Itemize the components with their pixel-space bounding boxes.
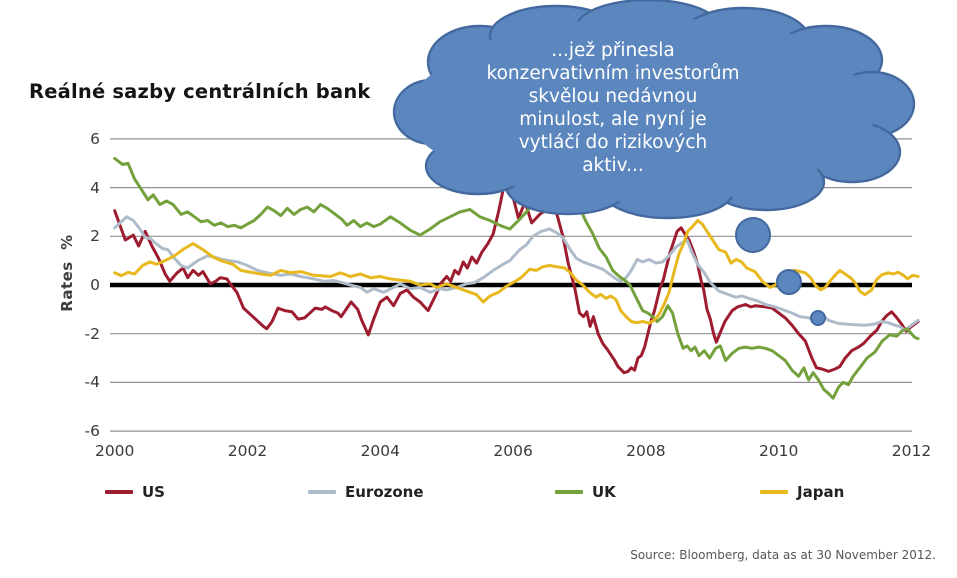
x-tick-label: 2002: [227, 442, 268, 460]
y-tick-label: 4: [90, 178, 100, 197]
legend-label: UK: [592, 483, 616, 501]
y-tick-label: 0: [90, 276, 100, 294]
legend-item-japan: Japan: [760, 483, 844, 501]
series-line-japan: [113, 219, 920, 325]
y-tick-label: 2: [90, 227, 100, 246]
legend-swatch: [760, 490, 788, 494]
legend-swatch: [308, 490, 336, 494]
legend-label: Japan: [797, 483, 845, 501]
thought-bubble-text: ...jež přinesla konzervativním investorů…: [486, 40, 740, 176]
legend-item-uk: UK: [555, 483, 616, 501]
y-tick-label: 6: [90, 129, 100, 148]
thought-bubble: [392, 0, 916, 326]
y-axis-title: Rates %: [58, 234, 76, 312]
legend-swatch: [555, 490, 583, 494]
legend-label: US: [142, 483, 165, 501]
x-tick-label: 2012: [891, 442, 932, 460]
x-tick-label: 2006: [493, 442, 533, 460]
chart-title: Reálné sazby centrálních bank: [29, 80, 371, 103]
legend-item-eurozone: Eurozone: [308, 483, 424, 501]
series-line-eurozone: [113, 215, 920, 332]
x-tick-label: 2010: [758, 442, 799, 460]
thought-bubble-tail-circle: [776, 269, 802, 295]
legend-swatch: [105, 490, 133, 494]
y-tick-label: -2: [84, 324, 100, 343]
y-tick-label: -4: [84, 373, 100, 392]
chart-legend: US Eurozone UK Japan: [0, 483, 957, 505]
legend-label: Eurozone: [345, 483, 424, 501]
x-tick-label: 2008: [626, 442, 666, 460]
thought-bubble-tail-circle: [810, 310, 826, 326]
source-note: Source: Bloomberg, data as at 30 Novembe…: [630, 548, 936, 562]
x-tick-label: 2000: [94, 442, 135, 460]
x-tick-label: 2004: [360, 442, 401, 460]
thought-bubble-tail-circle: [735, 217, 771, 253]
legend-item-us: US: [105, 483, 165, 501]
y-tick-label: -6: [84, 422, 100, 441]
